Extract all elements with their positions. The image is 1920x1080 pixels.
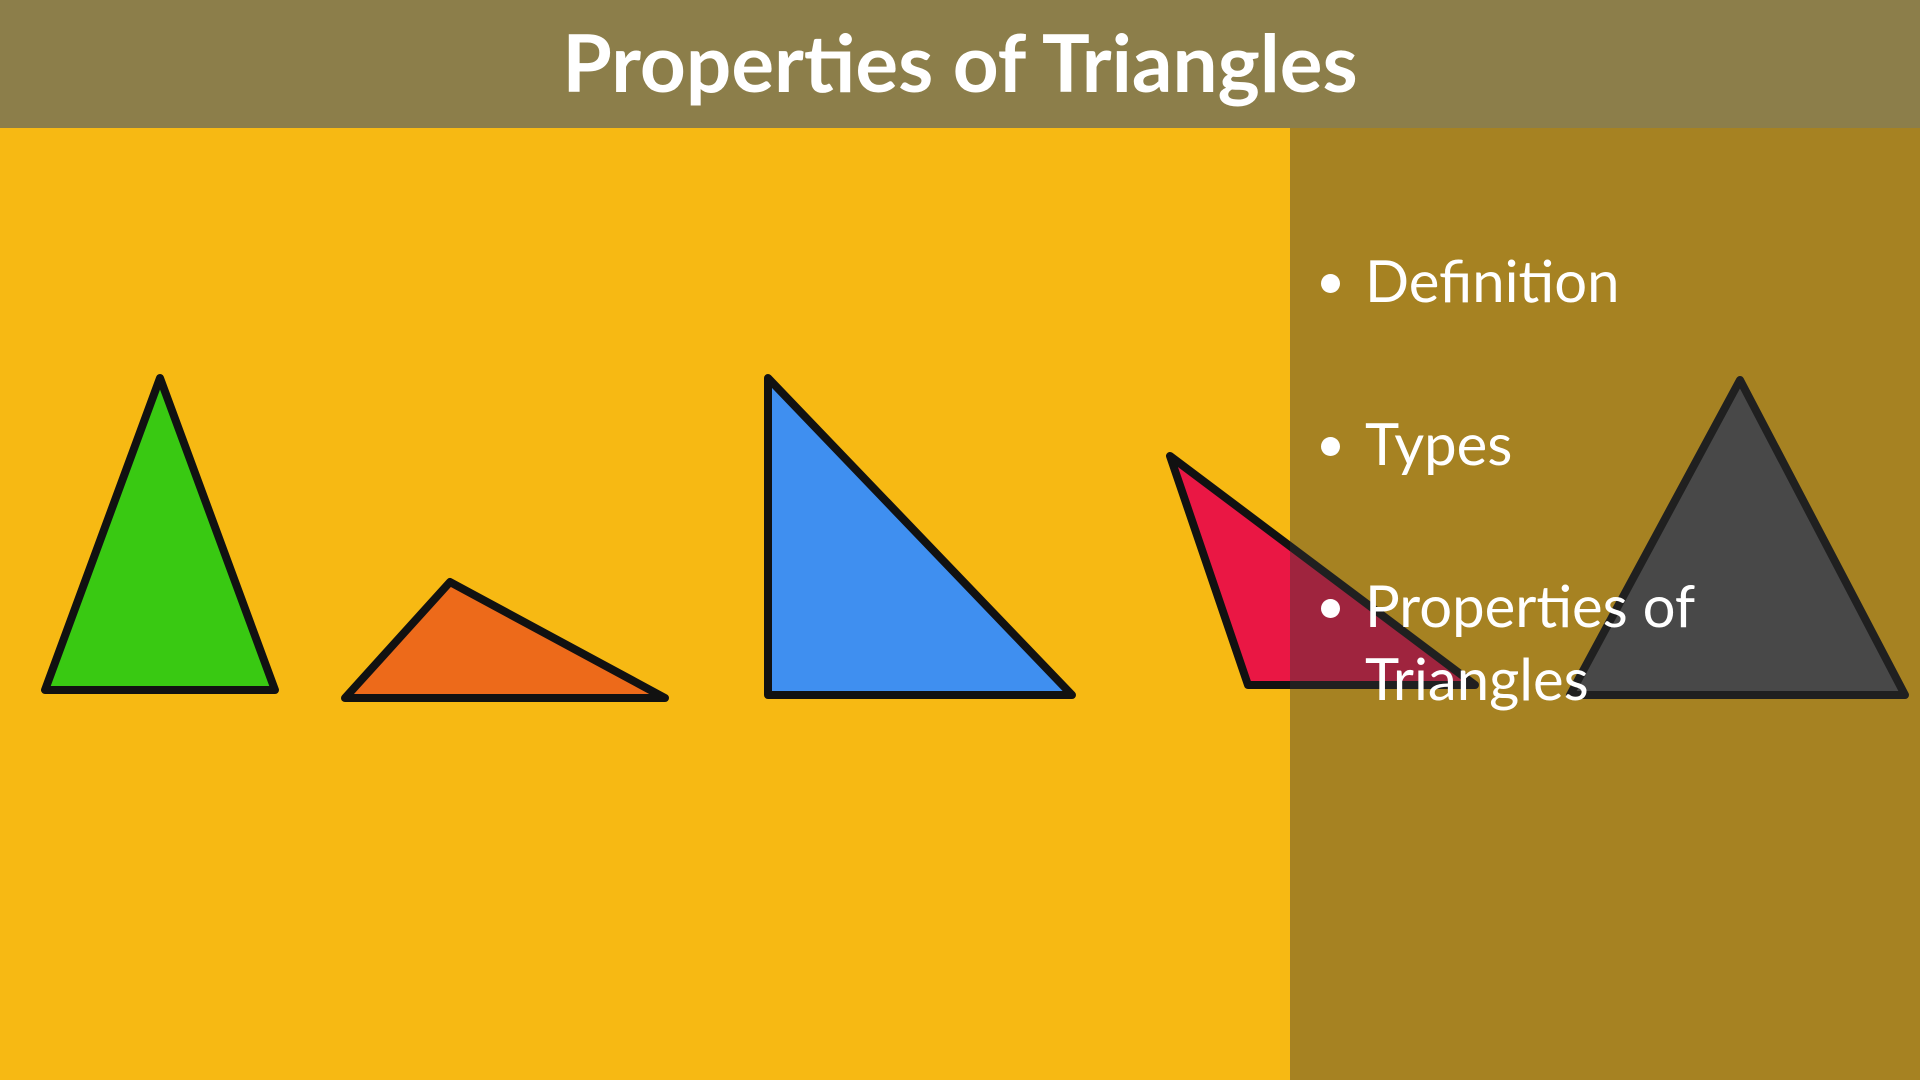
list-item-properties: Properties of Triangles <box>1365 570 1920 715</box>
list-item-definition: Definition <box>1365 245 1920 318</box>
slide-stage: Properties of Triangles Definition Types… <box>0 0 1920 1080</box>
list-item-types: Types <box>1365 408 1920 481</box>
triangle-obtuse-orange <box>345 582 665 698</box>
triangle-right-blue <box>768 378 1072 695</box>
triangle-acute-isoceles-green <box>45 378 275 690</box>
contents-list: Definition Types Properties of Triangles <box>1305 245 1920 805</box>
slide-title: Properties of Triangles <box>0 0 1920 128</box>
